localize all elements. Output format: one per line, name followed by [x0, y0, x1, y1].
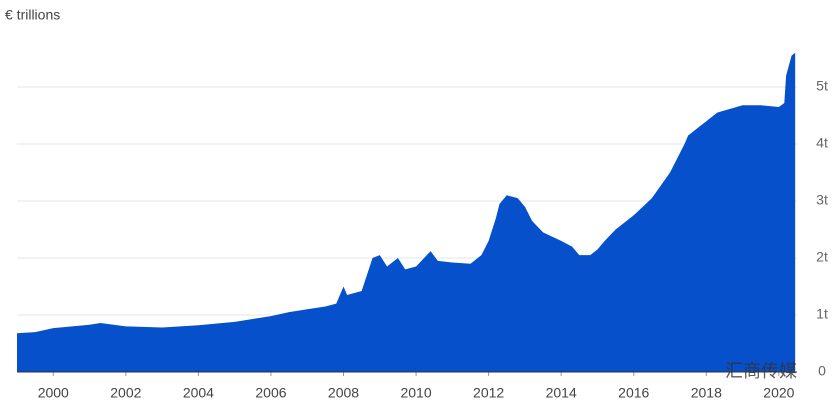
area: [17, 52, 796, 373]
x-tick-label: 2004: [183, 385, 214, 401]
x-tick-label: 2000: [38, 385, 69, 401]
watermark: 汇商传媒: [725, 361, 797, 381]
y-tick-label: 1t: [816, 306, 828, 322]
y-tick-label: 5t: [816, 78, 828, 94]
x-tick-label: 2014: [546, 385, 577, 401]
x-tick-label: 2016: [618, 385, 649, 401]
y-tick-label: 2t: [816, 249, 828, 265]
x-tick-label: 2012: [473, 385, 504, 401]
x-tick-label: 2010: [400, 385, 431, 401]
x-tick-label: 2006: [255, 385, 286, 401]
y-tick-label: 4t: [816, 135, 828, 151]
x-tick-label: 2020: [763, 385, 794, 401]
y-tick-label: 0: [818, 363, 826, 379]
x-tick-label: 2002: [110, 385, 141, 401]
x-tick-label: 2018: [691, 385, 722, 401]
x-tick-label: 2008: [328, 385, 359, 401]
y-tick-label: 3t: [816, 192, 828, 208]
y-axis-label: € trillions: [5, 7, 60, 23]
